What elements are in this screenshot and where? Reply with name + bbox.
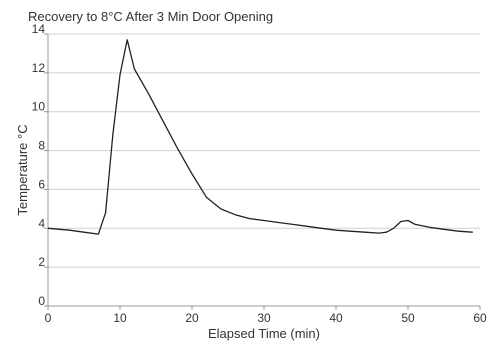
- x-axis-label: Elapsed Time (min): [208, 326, 320, 341]
- y-tick-label: 8: [38, 139, 45, 153]
- x-tick-label: 50: [401, 311, 415, 325]
- x-tick-label: 0: [45, 311, 52, 325]
- x-tick-label: 10: [113, 311, 127, 325]
- y-tick-label: 10: [32, 100, 46, 114]
- ticks: 0 2 4 6 8 10 12 14 0 10 20 30 40 50 60: [32, 22, 487, 325]
- y-tick-label: 14: [32, 22, 46, 36]
- chart-title: Recovery to 8°C After 3 Min Door Opening: [28, 9, 274, 24]
- axes: [47, 34, 480, 307]
- series-layer: [47, 39, 473, 235]
- temperature-series-line: [47, 39, 473, 235]
- x-tick-label: 60: [473, 311, 487, 325]
- y-tick-label: 6: [38, 177, 45, 191]
- grid: [48, 33, 480, 268]
- y-tick-label: 4: [38, 216, 45, 230]
- y-tick-label: 12: [32, 61, 46, 75]
- y-axis-label: Temperature °C: [15, 124, 30, 215]
- x-tick-label: 20: [185, 311, 199, 325]
- y-tick-label: 0: [38, 294, 45, 308]
- x-tick-label: 30: [257, 311, 271, 325]
- x-tick-label: 40: [329, 311, 343, 325]
- y-tick-label: 2: [38, 255, 45, 269]
